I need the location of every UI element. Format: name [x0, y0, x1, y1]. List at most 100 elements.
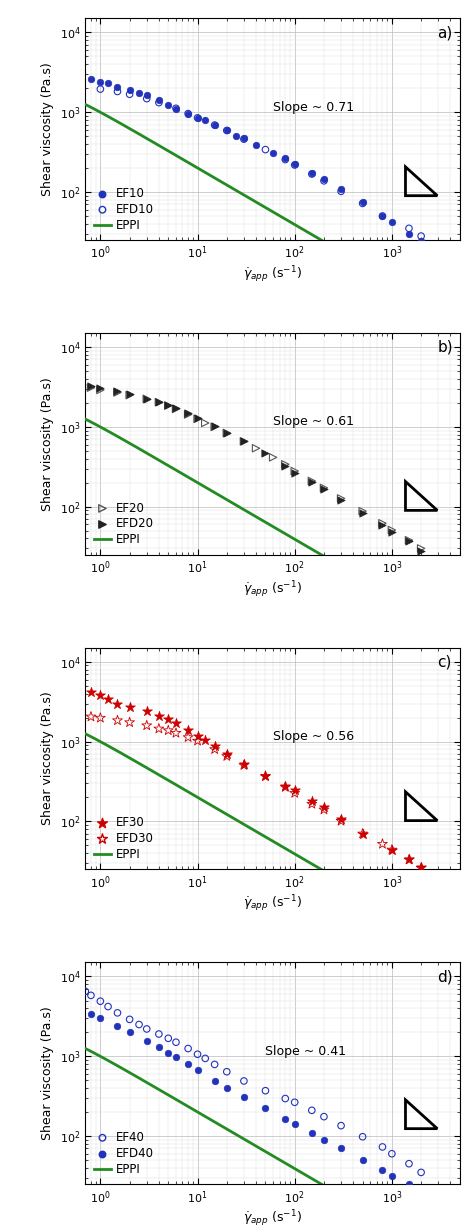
Point [211, 416, 219, 436]
Point [291, 780, 299, 800]
Point [155, 393, 163, 412]
Point [164, 96, 172, 115]
Point [379, 206, 386, 226]
Point [211, 736, 219, 756]
Point [143, 389, 151, 409]
Point [97, 708, 104, 728]
Point [417, 232, 425, 252]
Point [405, 530, 413, 550]
Point [308, 790, 316, 810]
Point [291, 1092, 299, 1112]
Point [252, 438, 260, 458]
Point [282, 150, 289, 169]
Point [114, 77, 121, 97]
Point [252, 135, 260, 155]
Legend: EF30, EFD30, EPPI: EF30, EFD30, EPPI [91, 814, 156, 864]
Point [97, 686, 104, 706]
Point [97, 991, 104, 1011]
Point [104, 690, 112, 709]
Point [417, 539, 425, 558]
Point [194, 1060, 201, 1080]
Point [359, 823, 366, 843]
Point [379, 1160, 386, 1179]
Point [87, 682, 95, 702]
Point [379, 834, 386, 854]
Text: Slope ~ 0.61: Slope ~ 0.61 [273, 415, 354, 428]
Point [143, 389, 151, 409]
Point [223, 744, 230, 763]
Point [104, 996, 112, 1016]
X-axis label: $\dot{\gamma}_{app}\ \mathrm{(s^{-1})}$: $\dot{\gamma}_{app}\ \mathrm{(s^{-1})}$ [243, 579, 302, 600]
Point [282, 777, 289, 796]
Point [155, 706, 163, 725]
Point [320, 1107, 328, 1126]
Point [388, 523, 396, 542]
Point [97, 80, 104, 99]
Text: Slope ~ 0.56: Slope ~ 0.56 [273, 730, 354, 742]
Point [320, 169, 328, 189]
Point [388, 520, 396, 540]
Point [337, 811, 345, 831]
Point [269, 144, 277, 163]
Point [379, 513, 386, 533]
Point [337, 179, 345, 199]
Point [240, 1087, 248, 1107]
Point [97, 1009, 104, 1028]
Point [417, 541, 425, 561]
Point [240, 755, 248, 774]
Point [126, 697, 133, 717]
Point [87, 1004, 95, 1023]
Point [240, 1071, 248, 1091]
Point [194, 108, 201, 128]
Point [172, 399, 180, 418]
Point [320, 171, 328, 190]
Point [143, 85, 151, 104]
Point [211, 115, 219, 135]
Point [417, 858, 425, 877]
Point [126, 385, 133, 405]
Point [417, 856, 425, 876]
Text: Slope ~ 0.71: Slope ~ 0.71 [273, 101, 354, 114]
Point [82, 982, 89, 1001]
Text: b): b) [438, 340, 453, 355]
Point [194, 409, 201, 428]
Y-axis label: Shear viscosity (Pa.s): Shear viscosity (Pa.s) [41, 692, 54, 826]
Point [184, 720, 192, 740]
Point [405, 1153, 413, 1173]
Point [359, 194, 366, 213]
Point [240, 129, 248, 148]
Point [223, 120, 230, 140]
Point [308, 794, 316, 814]
Point [155, 93, 163, 113]
Point [262, 444, 269, 464]
Text: d): d) [438, 969, 453, 984]
Point [194, 409, 201, 428]
Point [308, 164, 316, 184]
Point [143, 1031, 151, 1050]
Point [211, 1055, 219, 1075]
Point [201, 1049, 209, 1069]
Point [282, 1088, 289, 1108]
Point [435, 867, 442, 887]
Point [87, 69, 95, 88]
Point [291, 155, 299, 174]
Point [164, 720, 172, 740]
Point [291, 1114, 299, 1134]
Point [114, 693, 121, 713]
Point [87, 985, 95, 1005]
Point [143, 1020, 151, 1039]
Point [184, 404, 192, 423]
Point [405, 218, 413, 238]
Point [223, 746, 230, 766]
Point [164, 396, 172, 416]
X-axis label: $\dot{\gamma}_{app}\ \mathrm{(s^{-1})}$: $\dot{\gamma}_{app}\ \mathrm{(s^{-1})}$ [243, 1209, 302, 1227]
Point [194, 108, 201, 128]
Point [359, 823, 366, 843]
Point [172, 723, 180, 742]
Point [164, 1043, 172, 1063]
Point [143, 702, 151, 721]
Point [104, 74, 112, 93]
Point [388, 1166, 396, 1185]
Point [262, 1098, 269, 1118]
Point [211, 740, 219, 760]
